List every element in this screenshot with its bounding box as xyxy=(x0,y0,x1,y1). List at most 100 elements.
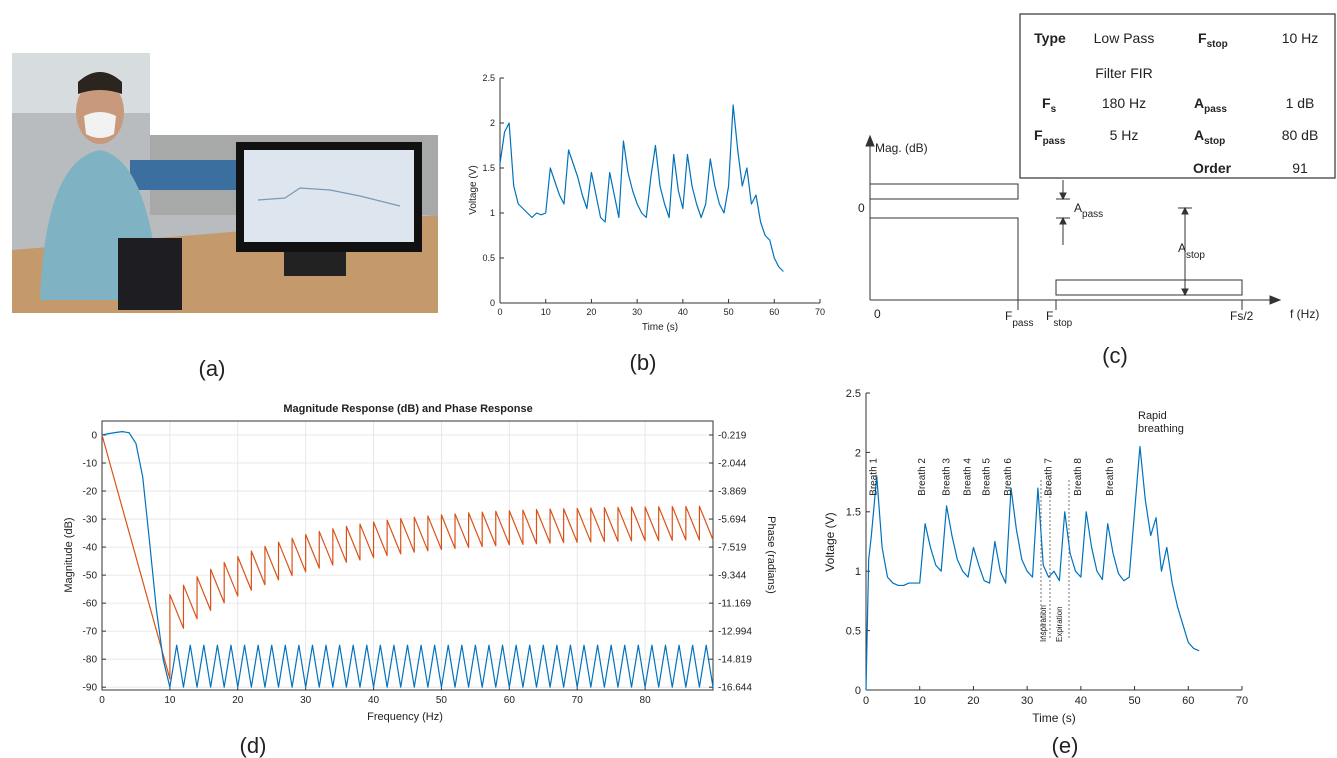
table-label: Order xyxy=(1193,160,1232,176)
x-tick-label: 40 xyxy=(1075,695,1087,707)
series-line xyxy=(865,445,1200,691)
y-tick-label: 1.5 xyxy=(482,163,495,173)
x-tick-label: 0 xyxy=(497,307,502,317)
panel-label: (b) xyxy=(630,350,657,375)
y-tick-label: 0.5 xyxy=(482,253,495,263)
y2-tick-label: -14.819 xyxy=(718,655,752,666)
x-tick-label: 60 xyxy=(504,695,516,706)
table-value: 91 xyxy=(1292,160,1308,176)
x-tick-label: 0 xyxy=(99,695,105,706)
passband-upper xyxy=(869,183,1019,200)
label-sub: stop xyxy=(1186,250,1205,261)
y-tick-label: 0 xyxy=(490,298,495,308)
label-sub: stop xyxy=(1207,39,1228,50)
x-tick-label: 20 xyxy=(967,695,979,707)
y-tick-label: 2.5 xyxy=(482,73,495,83)
y-tick-label: 1.5 xyxy=(846,507,861,519)
y-axis-label: Magnitude (dB) xyxy=(63,517,75,592)
table-label: Apass xyxy=(1194,95,1227,115)
table-label: Fpass xyxy=(1034,127,1066,147)
label-main: Type xyxy=(1034,30,1066,46)
x-tick-label: 20 xyxy=(232,695,244,706)
chart: 0 10 20 30 40 50 60 70 0 0.5 1 1.5 2 2.5 Time (s) Volta… xyxy=(468,73,825,333)
table-label: Fstop xyxy=(1198,30,1228,50)
annotation: Inspiration xyxy=(1039,605,1048,642)
y2-tick-label: -5.694 xyxy=(718,515,747,526)
y-tick-label: -90 xyxy=(83,683,98,694)
table-label: Type xyxy=(1034,30,1066,46)
y-tick-label: -20 xyxy=(83,487,98,498)
a-stop-label: Astop xyxy=(1178,241,1205,261)
x-tick-label: 20 xyxy=(586,307,596,317)
annotation: Rapid breathing xyxy=(1138,410,1184,435)
panel-label: (a) xyxy=(199,356,226,381)
monitor-stand xyxy=(284,252,346,276)
annotation: Breath 5 xyxy=(982,458,993,496)
x-axis-label: Time (s) xyxy=(642,322,678,333)
filter-diagram xyxy=(865,134,1282,310)
table-value: 180 Hz xyxy=(1102,95,1146,111)
label-sub: stop xyxy=(1053,318,1072,329)
label-sub: pass xyxy=(1043,136,1066,147)
x-tick-label: 30 xyxy=(300,695,312,706)
label-sub: pass xyxy=(1204,104,1227,115)
y-tick-label: -80 xyxy=(83,655,98,666)
y-tick-label: -10 xyxy=(83,459,98,470)
f-pass-label: Fpass xyxy=(1005,309,1033,329)
table-value: Filter FIR xyxy=(1095,65,1153,81)
x-tick-label: 0 xyxy=(863,695,869,707)
table-label: Astop xyxy=(1194,127,1225,147)
label-main: A xyxy=(1194,95,1204,111)
x-tick-label: 50 xyxy=(436,695,448,706)
x-tick-label: 70 xyxy=(1236,695,1248,707)
person-hair xyxy=(78,72,122,94)
label-sub: pass xyxy=(1012,318,1033,329)
x-tick-label: 70 xyxy=(815,307,825,317)
y-tick-label: -70 xyxy=(83,627,98,638)
screen-plot xyxy=(257,187,401,207)
y-axis-label: Voltage (V) xyxy=(468,165,479,214)
annotation: Breath 4 xyxy=(963,458,974,496)
y-tick-label: -60 xyxy=(83,599,98,610)
table-value: Low Pass xyxy=(1094,30,1155,46)
series-line xyxy=(101,431,714,688)
label-main: F xyxy=(1198,30,1207,46)
a-pass-label: Apass xyxy=(1074,201,1103,220)
panel-label: (d) xyxy=(240,733,267,758)
fs-half-label: Fs/2 xyxy=(1230,309,1254,323)
y-tick-label: 2 xyxy=(490,118,495,128)
y-tick-label: 2 xyxy=(855,447,861,459)
series-line xyxy=(499,104,784,272)
arrow-head xyxy=(1059,192,1067,201)
y2-axis-label: Phase (radians) xyxy=(765,516,777,594)
arrow-head xyxy=(865,134,875,147)
x-tick-label: 30 xyxy=(1021,695,1033,707)
y2-tick-label: -3.869 xyxy=(718,487,747,498)
annotation: Breath 3 xyxy=(941,458,952,496)
x-tick-label: 80 xyxy=(640,695,652,706)
annotation: Breath 2 xyxy=(917,458,928,496)
photo xyxy=(12,53,438,313)
panel-label: (c) xyxy=(1102,343,1128,368)
label-main: Order xyxy=(1193,160,1232,176)
annotation: Breath 9 xyxy=(1105,458,1116,496)
x-tick-label: 60 xyxy=(769,307,779,317)
y-tick-label: 0.5 xyxy=(846,625,861,637)
sensor-box xyxy=(118,238,182,310)
y2-tick-label: -9.344 xyxy=(718,571,747,582)
y-tick-label: 0 xyxy=(91,431,97,442)
arrow-head xyxy=(1181,206,1189,215)
x-tick-label: 40 xyxy=(368,695,380,706)
mask xyxy=(84,112,116,138)
stopband xyxy=(1055,279,1243,296)
y-tick-label: -50 xyxy=(83,571,98,582)
arrow-head xyxy=(1059,216,1067,225)
label-main: A xyxy=(1178,241,1186,255)
x-tick-label: 50 xyxy=(724,307,734,317)
label-main: F xyxy=(1005,309,1012,323)
x-tick-label: 10 xyxy=(914,695,926,707)
diagram-y-label: Mag. (dB) xyxy=(875,141,928,155)
arrow-head xyxy=(1269,295,1282,305)
x-tick-label: 60 xyxy=(1182,695,1194,707)
